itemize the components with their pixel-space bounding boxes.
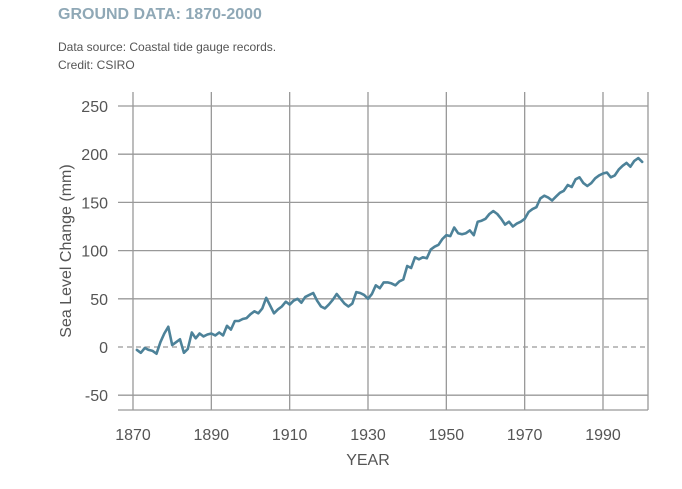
- y-tick-label: 150: [81, 195, 108, 212]
- tick-labels: 1870 1890 1910 1930 1950 1970 1990 -50 0 50 100 150…: [81, 99, 621, 444]
- x-tick-label: 1930: [350, 427, 386, 444]
- series-layer: [135, 156, 644, 356]
- x-tick-label: 1890: [194, 427, 230, 444]
- x-tick-label: 1990: [585, 427, 621, 444]
- chart-title: GROUND DATA: 1870-2000: [58, 6, 262, 23]
- y-tick-label: 200: [81, 147, 108, 164]
- x-tick-label: 1950: [429, 427, 465, 444]
- y-tick-label: 0: [99, 340, 108, 357]
- y-axis-label: Sea Level Change (mm): [58, 164, 75, 337]
- y-tick-label: 250: [81, 99, 108, 116]
- y-tick-label: 50: [90, 292, 108, 309]
- y-tick-label: -50: [85, 388, 108, 405]
- credit-note: Credit: CSIRO: [58, 58, 135, 72]
- x-tick-label: 1870: [115, 427, 151, 444]
- x-tick-label: 1910: [272, 427, 308, 444]
- grid: [118, 92, 649, 411]
- data-source-note: Data source: Coastal tide gauge records.: [58, 40, 277, 54]
- y-tick-label: 100: [81, 244, 108, 261]
- series-line: [135, 156, 644, 356]
- x-tick-label: 1970: [507, 427, 543, 444]
- x-axis-label: YEAR: [346, 452, 390, 469]
